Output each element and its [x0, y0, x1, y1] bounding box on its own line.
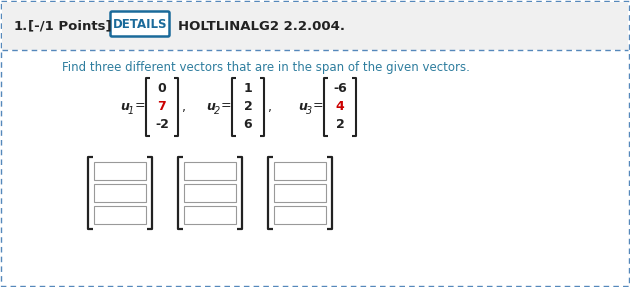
Text: 1: 1 — [244, 82, 253, 96]
FancyBboxPatch shape — [110, 11, 169, 36]
Text: HOLTLINALG2 2.2.004.: HOLTLINALG2 2.2.004. — [178, 20, 345, 32]
Text: 1.: 1. — [14, 20, 28, 32]
Text: =: = — [135, 100, 146, 113]
Bar — [274, 184, 326, 202]
Text: 4: 4 — [336, 100, 345, 113]
Text: 2: 2 — [336, 119, 345, 131]
Bar — [94, 162, 146, 180]
Text: -2: -2 — [155, 119, 169, 131]
Text: 6: 6 — [244, 119, 252, 131]
Text: 0: 0 — [158, 82, 166, 96]
Text: u: u — [298, 100, 307, 113]
Bar — [184, 162, 236, 180]
Text: 7: 7 — [158, 100, 166, 113]
Bar — [2, 2, 628, 50]
Text: Find three different vectors that are in the span of the given vectors.: Find three different vectors that are in… — [62, 61, 470, 74]
Bar — [274, 162, 326, 180]
Bar — [184, 206, 236, 224]
Text: u: u — [120, 100, 129, 113]
Text: u: u — [206, 100, 215, 113]
Bar — [184, 184, 236, 202]
Text: 2: 2 — [214, 106, 220, 116]
Text: =: = — [313, 100, 324, 113]
Text: 3: 3 — [306, 106, 312, 116]
Text: 1: 1 — [128, 106, 134, 116]
Text: [-/1 Points]: [-/1 Points] — [28, 20, 112, 32]
Text: ,: , — [182, 100, 186, 113]
Bar — [94, 184, 146, 202]
Text: =: = — [221, 100, 232, 113]
Text: DETAILS: DETAILS — [113, 18, 167, 32]
Text: 2: 2 — [244, 100, 253, 113]
Bar — [274, 206, 326, 224]
Text: ,: , — [268, 100, 272, 113]
Text: -6: -6 — [333, 82, 347, 96]
Bar — [94, 206, 146, 224]
